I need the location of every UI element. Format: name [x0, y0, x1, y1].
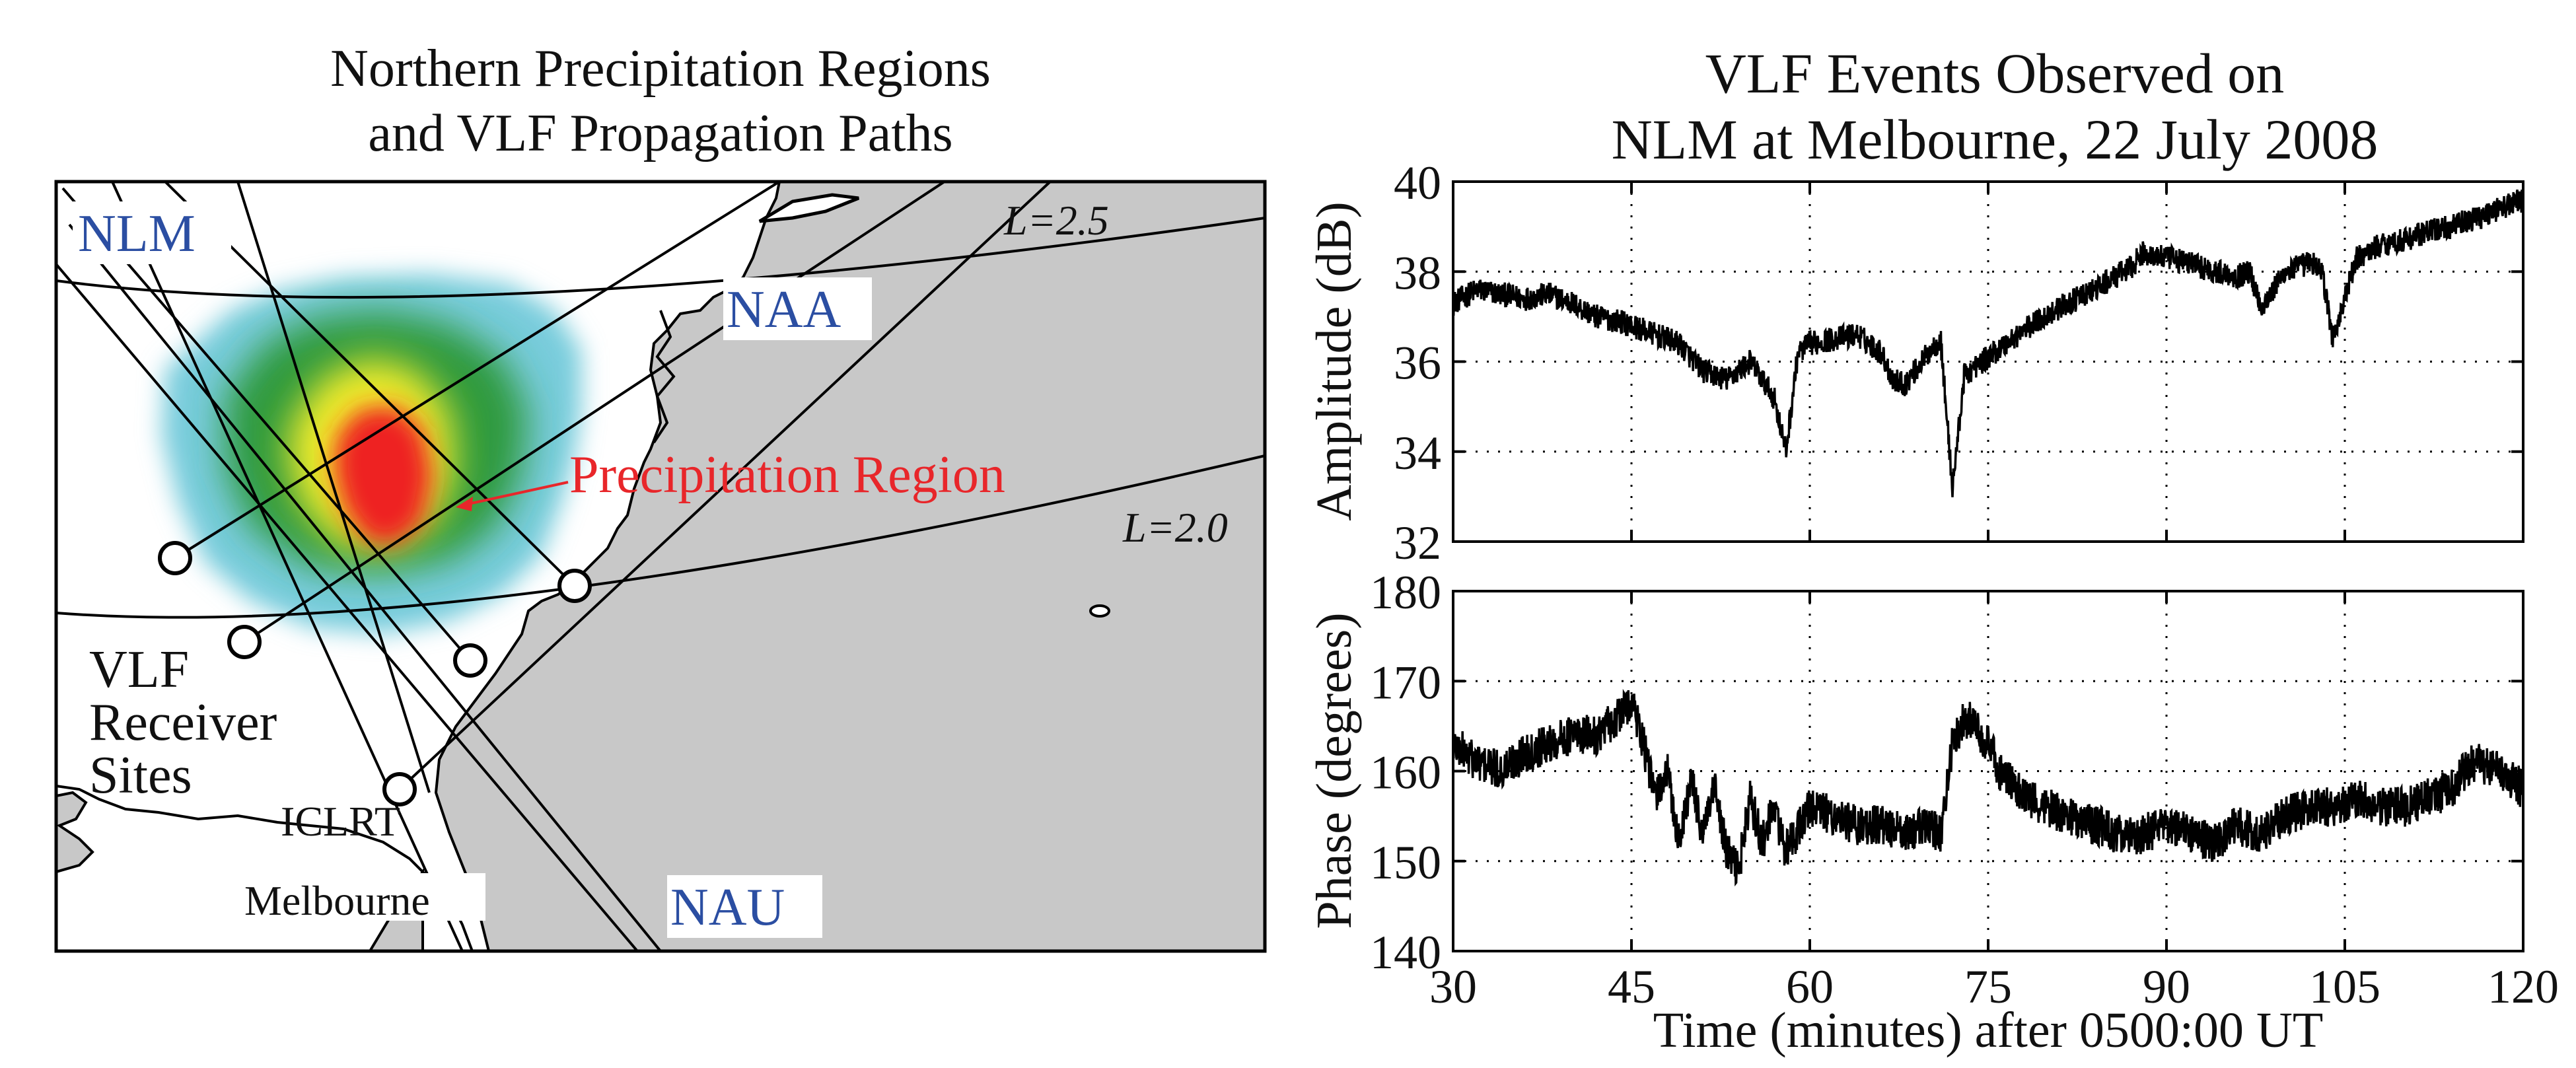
y-tick-label: 38 [1394, 246, 1441, 299]
phase-grid [1453, 591, 2523, 951]
y-tick-label: 160 [1370, 746, 1441, 799]
phase-series-line [1452, 689, 2524, 887]
y-tick-label: 180 [1370, 566, 1441, 619]
map: NLM NAA NAU L=2.5 L=2.0 Precipitation Re… [56, 182, 1265, 951]
map-frame [54, 180, 1267, 953]
path-naa-b [243, 182, 946, 643]
path-4 [236, 182, 431, 793]
phase-xlabel: Time (minutes) after 0500:00 UT [1653, 1003, 2324, 1058]
y-tick-label: 32 [1394, 516, 1441, 569]
map-island [1089, 604, 1110, 618]
receiver-site [453, 643, 487, 678]
path-3 [56, 263, 639, 951]
x-tick-label: 90 [2143, 960, 2190, 1013]
path-1 [111, 182, 464, 951]
receiver-site-iclrt [382, 772, 417, 806]
label-melbourne: Melbourne [244, 877, 430, 924]
y-tick-label: 34 [1394, 427, 1441, 480]
chart-subtitle: NLM at Melbourne, 22 July 2008 [1612, 108, 2379, 171]
label-receiver-line2: Receiver [89, 694, 277, 752]
y-tick-label: 150 [1370, 836, 1441, 889]
path-nlm-a [61, 187, 472, 662]
precip-core [334, 406, 433, 545]
receiver-site [557, 569, 592, 603]
amplitude-panel: 32 34 36 38 40 Amplitude (dB) [1306, 157, 2524, 569]
chart-title: VLF Events Observed on [1705, 42, 2285, 105]
label-l-2-0: L=2.0 [1122, 504, 1228, 551]
label-naa: NAA [727, 281, 841, 339]
phase-ticks: 140 150 160 170 180 30 45 60 75 90 105 120 [1370, 566, 2559, 1013]
precip-arrow [462, 481, 569, 507]
x-tick-label: 120 [2487, 960, 2559, 1013]
y-tick-label: 40 [1394, 157, 1441, 209]
x-tick-label: 60 [1786, 960, 1834, 1013]
phase-panel: 140 150 160 170 180 30 45 60 75 90 105 120 Phase (d… [1306, 566, 2559, 1058]
precip-arrow-head [456, 497, 473, 511]
x-tick-label: 105 [2309, 960, 2380, 1013]
label-receiver-line3: Sites [89, 746, 192, 804]
map-title-line1: Northern Precipitation Regions [330, 40, 991, 98]
y-tick-label: 36 [1394, 337, 1441, 390]
amplitude-series-line [1452, 188, 2524, 497]
label-precipitation-region: Precipitation Region [569, 446, 1005, 504]
path-naa-a [174, 182, 781, 559]
path-5 [398, 182, 1052, 791]
phase-ylabel: Phase (degrees) [1306, 612, 1362, 929]
l-shell-2-5 [56, 217, 1265, 299]
map-chesapeake [653, 310, 676, 444]
label-l-2-5: L=2.5 [1003, 197, 1109, 244]
path-nlm-b [164, 182, 576, 587]
label-nlm: NLM [78, 205, 196, 263]
y-tick-label: 140 [1370, 926, 1441, 979]
x-tick-label: 45 [1608, 960, 1655, 1013]
x-tick-label: 75 [1964, 960, 2012, 1013]
amplitude-ticks: 32 34 36 38 40 [1394, 157, 2524, 569]
map-land-long-island [758, 193, 859, 223]
y-tick-label: 170 [1370, 656, 1441, 709]
x-tick-label: 30 [1429, 960, 1477, 1013]
map-title-line2: and VLF Propagation Paths [368, 104, 952, 162]
label-nau: NAU [670, 878, 785, 937]
amplitude-ylabel: Amplitude (dB) [1306, 201, 1362, 520]
label-receiver-line1: VLF [89, 641, 189, 699]
receiver-site [227, 625, 262, 659]
propagation-paths [56, 182, 1052, 951]
receiver-site [158, 541, 192, 575]
label-iclrt: ICLRT [281, 798, 400, 845]
map-land-gulf [56, 791, 94, 874]
